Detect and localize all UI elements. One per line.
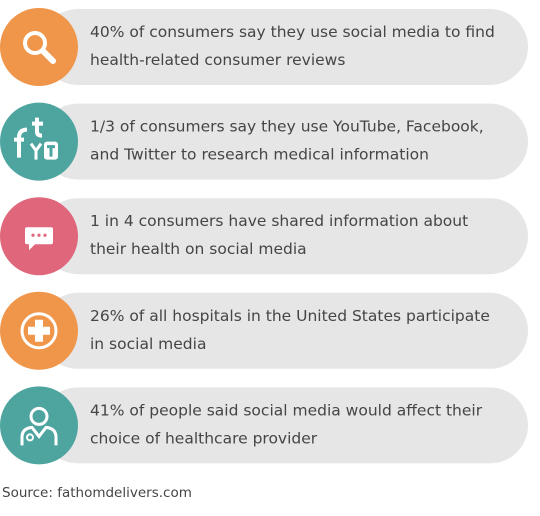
icon-glyph [26, 433, 34, 442]
item-text: 26% of all hospitals in the United State… [90, 307, 490, 325]
item: 41% of people said social media would af… [0, 386, 528, 465]
icon-glyph [20, 312, 58, 350]
icon-glyph [28, 319, 50, 342]
icon-glyph [37, 233, 41, 237]
item-icon [0, 8, 78, 86]
item-text: choice of healthcare provider [90, 429, 318, 447]
icon-glyph [23, 31, 47, 55]
item-background [40, 103, 528, 180]
icon-glyph [29, 142, 43, 160]
item-icon [0, 102, 78, 181]
item-text: 41% of people said social media would af… [90, 401, 483, 419]
source-note: Source: fathomdelivers.com [2, 485, 192, 501]
item-text: and Twitter to research medical informat… [90, 146, 429, 164]
item-text: 1 in 4 consumers have shared information… [90, 212, 468, 230]
item: 40% of consumers say they use social med… [0, 8, 528, 86]
item: 1 in 4 consumers have shared information… [0, 197, 528, 276]
item-background [40, 387, 528, 464]
item-background [40, 292, 528, 369]
item-list: 40% of consumers say they use social med… [0, 8, 528, 465]
icon-glyph [47, 145, 55, 157]
item-background [40, 9, 528, 85]
item-text: 40% of consumers say they use social med… [90, 23, 495, 41]
item-text: 1/3 of consumers say they use YouTube, F… [90, 118, 484, 136]
icon-glyph [29, 406, 49, 426]
icon-glyph [25, 227, 53, 251]
icon-glyph [40, 48, 56, 64]
icon-glyph [20, 425, 58, 446]
item-text: health-related consumer reviews [90, 51, 345, 69]
icon-glyph [14, 127, 28, 158]
icon-glyph [32, 117, 43, 138]
icon-glyph [43, 233, 47, 237]
item-text: in social media [90, 335, 206, 353]
item: 26% of all hospitals in the United State… [0, 291, 528, 370]
item-background [40, 198, 528, 275]
item-text: their health on social media [90, 240, 307, 258]
icon-glyph [31, 233, 35, 237]
item: 1/3 of consumers say they use YouTube, F… [0, 102, 528, 181]
